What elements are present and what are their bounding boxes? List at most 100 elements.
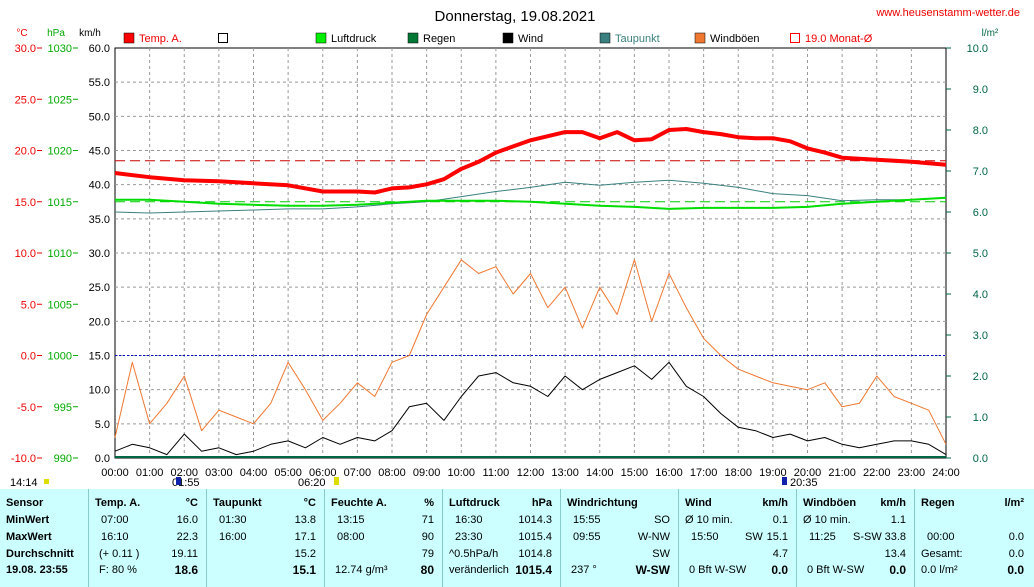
- x-tick-label: 22:00: [863, 467, 891, 479]
- rain-tick-label: 1.0: [973, 412, 988, 424]
- weather-chart: Donnerstag, 19.08.2021 www.heusenstamm-w…: [10, 7, 1020, 489]
- x-tick-label: 11:00: [483, 467, 510, 479]
- x-tick-label: 10:00: [447, 467, 475, 479]
- temp-tick-label: -10.0: [11, 453, 36, 465]
- rain-tick-label: 5.0: [973, 248, 988, 260]
- row-labels-column: Sensor MinWert MaxWert Durchschnitt 19.0…: [0, 489, 88, 587]
- dewpoint-min-value: 13.8: [294, 514, 316, 526]
- wind-direction-min-value: SO: [654, 514, 670, 526]
- x-tick-label: 05:00: [274, 467, 302, 479]
- row-label-current: 19.08. 23:55: [6, 564, 68, 576]
- pressure-tick-label: 1005: [48, 299, 72, 311]
- gust-column: Windböen km/h Ø 10 min. 1.1 11:25 S-SW 3…: [796, 489, 914, 587]
- humidity-column: Feuchte A. % 13:15 71 08:00 90 79 12.74 …: [324, 489, 442, 587]
- wind-tick-label: 55.0: [89, 77, 110, 89]
- wind-tick-label: 45.0: [89, 146, 110, 158]
- x-tick-label: 19:00: [759, 467, 787, 479]
- pressure-tick-label: 990: [54, 453, 72, 465]
- series-wind: [114, 361, 947, 456]
- pressure-min-time: 16:30: [455, 514, 483, 526]
- gust-current-value: 0.0: [889, 563, 906, 577]
- pressure-column: Luftdruck hPa 16:30 1014.3 23:30 1015.4 …: [442, 489, 560, 587]
- rain-tick-label: 4.0: [973, 289, 988, 301]
- dewpoint-unit: °C: [303, 497, 316, 509]
- temp-tick-label: 25.0: [15, 94, 36, 106]
- temp-max-time: 16:10: [101, 531, 129, 543]
- x-tick-label: 04:00: [240, 467, 268, 479]
- pressure-unit-label: hPa: [47, 28, 65, 39]
- chart-legend: Temp. A. Luftdruck Regen Wind Taupunkt Windbö…: [123, 32, 873, 45]
- humidity-min-time: 13:15: [337, 514, 365, 526]
- series-taupunkt: [114, 179, 947, 214]
- x-tick-label: 16:00: [655, 467, 683, 479]
- legend-swatch: [123, 32, 135, 44]
- wind-unit: km/h: [762, 497, 788, 509]
- pressure-max-time: 23:30: [455, 531, 483, 543]
- row-label-sensor: Sensor: [6, 497, 44, 509]
- legend-swatch: [694, 32, 706, 44]
- humidity-header: Feuchte A.: [331, 497, 387, 509]
- x-tick-label: 06:00: [309, 467, 337, 479]
- temp-tick-label: 5.0: [21, 299, 36, 311]
- wind-min-label: Ø 10 min.: [685, 514, 733, 526]
- series-windb-en: [114, 259, 947, 445]
- x-tick-label: 07:00: [344, 467, 372, 479]
- humidity-avg-value: 79: [421, 548, 434, 560]
- wind-tick-label: 35.0: [89, 214, 110, 226]
- wind-tick-label: 10.0: [89, 385, 110, 397]
- temp-column: Temp. A. °C 07:00 16.0 16:10 22.3 (+ 0.1…: [88, 489, 206, 587]
- rain-tick-label: 0.0: [973, 453, 988, 465]
- temp-tick-label: 15.0: [15, 197, 36, 209]
- series-temp-a: [114, 127, 947, 195]
- x-tick-label: 20:00: [794, 467, 822, 479]
- x-tick-label: 17:00: [690, 467, 718, 479]
- wind-avg-value: 4.7: [772, 548, 788, 560]
- chart-axes: 30.0 1030 25.0 1025 20.0 1020 15.0 1015 10.0 1010…: [11, 43, 988, 479]
- wind-direction-column: Windrichtung 15:55 SO 09:55 W-NW SW 237 …: [560, 489, 678, 587]
- dewpoint-max-time: 16:00: [219, 531, 247, 543]
- gust-unit: km/h: [880, 497, 906, 509]
- wind-tick-label: 40.0: [89, 180, 110, 192]
- x-tick-label: 14:00: [586, 467, 614, 479]
- rain-tick-label: 7.0: [973, 166, 988, 178]
- x-tick-label: 12:00: [517, 467, 545, 479]
- wind-direction-avg-value: SW: [652, 548, 670, 560]
- temp-unit-label: °C: [16, 28, 27, 39]
- temp-unit: °C: [185, 497, 198, 509]
- pressure-tick-label: 1010: [48, 248, 72, 260]
- legend-swatch: [599, 32, 611, 44]
- x-tick-label: 09:00: [413, 467, 441, 479]
- pressure-min-value: 1014.3: [518, 514, 552, 526]
- rain-current-value: 0.0: [1007, 563, 1024, 577]
- wind-tick-label: 25.0: [89, 282, 110, 294]
- humidity-min-value: 71: [421, 514, 434, 526]
- statistics-table: Sensor MinWert MaxWert Durchschnitt 19.0…: [0, 489, 1034, 587]
- gust-min-label: Ø 10 min.: [803, 514, 851, 526]
- wind-tick-label: 20.0: [89, 316, 110, 328]
- wind-tick-label: 60.0: [89, 43, 110, 55]
- temp-tick-label: 20.0: [15, 146, 36, 158]
- website-label[interactable]: www.heusenstamm-wetter.de: [875, 7, 1020, 19]
- rain-tick-label: 2.0: [973, 371, 988, 383]
- pressure-tick-label: 1030: [48, 43, 72, 55]
- row-label-min: MinWert: [6, 514, 50, 526]
- marker-flag: [44, 479, 49, 484]
- rain-max-time: 00:00: [927, 531, 955, 543]
- legend-label: Temp. A.: [139, 33, 182, 45]
- wind-column: Wind km/h Ø 10 min. 0.1 15:50 SW 15.1 4.…: [678, 489, 796, 587]
- chart-title: Donnerstag, 19.08.2021: [435, 8, 596, 25]
- wind-current-value: 0.0: [771, 563, 788, 577]
- legend-swatch: [315, 32, 327, 44]
- rain-total-label: Gesamt:: [921, 548, 963, 560]
- temp-tick-label: 30.0: [15, 43, 36, 55]
- dewpoint-max-value: 17.1: [294, 531, 316, 543]
- temp-max-value: 22.3: [176, 531, 198, 543]
- x-tick-label: 03:00: [205, 467, 233, 479]
- x-tick-label: 00:00: [101, 467, 129, 479]
- legend-box: [218, 33, 228, 43]
- pressure-tick-label: 1000: [48, 351, 72, 363]
- gust-max-direction: S-SW: [853, 531, 882, 543]
- wind-unit-label: km/h: [79, 28, 101, 39]
- humidity-unit: %: [424, 497, 434, 509]
- rain-tick-label: 6.0: [973, 207, 988, 219]
